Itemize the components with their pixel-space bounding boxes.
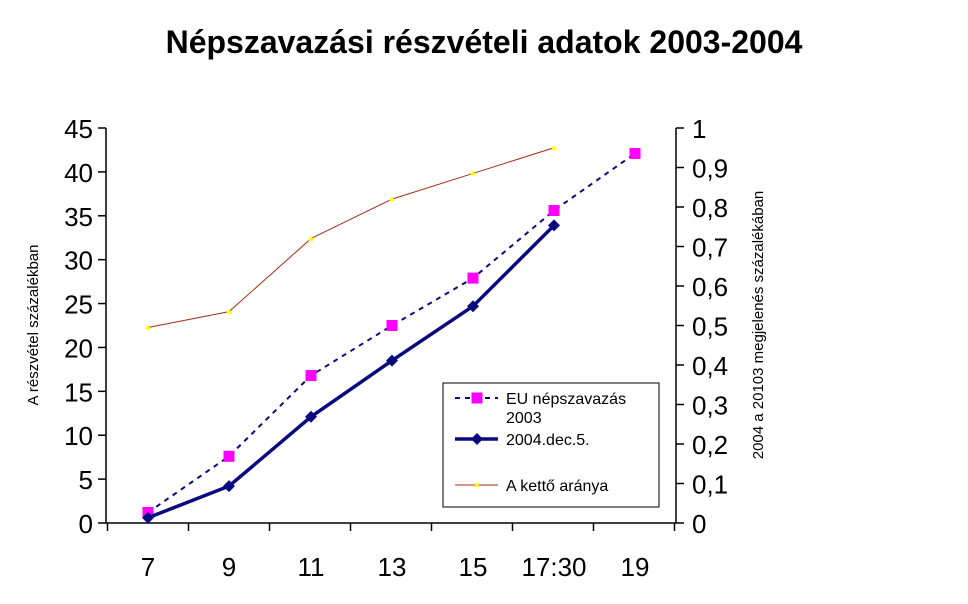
x-tick-label: 13 (378, 552, 407, 582)
data-point (470, 170, 476, 176)
data-point (226, 308, 232, 314)
x-tick-label: 11 (298, 552, 325, 582)
data-point (386, 320, 398, 331)
data-point (548, 205, 560, 217)
x-tick-label: 15 (459, 552, 488, 582)
y2-tick-label: 0,4 (692, 351, 728, 381)
legend-marker (471, 392, 483, 404)
y-tick-label: 45 (64, 114, 93, 144)
y-tick-label: 15 (64, 377, 93, 407)
x-tick-label: 19 (621, 552, 650, 582)
y-tick-label: 25 (64, 290, 93, 320)
series-layer (142, 144, 641, 524)
y2-tick-label: 0,1 (692, 470, 728, 500)
y2-tick-label: 0,3 (692, 391, 728, 421)
series-3 (145, 144, 557, 330)
x-tick-label: 9 (222, 552, 236, 582)
y2-tick-label: 0,9 (692, 154, 728, 184)
data-point (467, 272, 479, 284)
y2-tick-label: 0,8 (692, 193, 728, 223)
y2-tick-label: 1 (692, 114, 706, 144)
y-tick-label: 20 (64, 333, 93, 363)
x-tick-label: 7 (141, 552, 155, 582)
data-point (389, 196, 395, 202)
y-tick-label: 5 (79, 465, 93, 495)
data-point (145, 324, 151, 330)
x-tick-label: 17:30 (521, 552, 586, 582)
data-point (223, 480, 235, 493)
data-point (223, 450, 235, 462)
y2-tick-label: 0,7 (692, 233, 728, 263)
y-tick-label: 10 (64, 421, 93, 451)
y-tick-label: 40 (64, 158, 93, 188)
data-point (386, 354, 398, 367)
y2-axis-label: 2004 a 20103 megjelenés százalékában (750, 191, 767, 460)
legend-label: A kettő aránya (506, 478, 608, 495)
legend: EU népszavazás 2003 2004.dec.5. A kettő ará… (442, 382, 660, 508)
y2-tick-label: 0 (692, 509, 706, 539)
legend-marker (474, 482, 480, 487)
data-point (142, 511, 154, 524)
axes: 0 5 10 15 20 25 30 35 40 45 0 0,1 0,2 0,3 0,4 0,5 0,6 0,7… (64, 114, 728, 582)
y2-tick-label: 0,2 (692, 430, 728, 460)
y-tick-label: 30 (64, 246, 93, 276)
legend-label: 2004.dec.5. (506, 432, 590, 449)
series-2 (142, 219, 560, 524)
y-tick-label: 0 (79, 509, 93, 539)
legend-marker (471, 433, 483, 445)
legend-label: EU népszavazás 2003 (506, 391, 626, 427)
series-line (147, 224, 556, 520)
y2-tick-label: 0,5 (692, 312, 728, 342)
data-point (548, 219, 560, 232)
data-point (305, 370, 317, 382)
data-point (551, 144, 557, 150)
chart-title: Népszavazási részvételi adatok 2003-2004 (165, 24, 803, 60)
data-point (467, 300, 479, 313)
y-tick-label: 35 (64, 202, 93, 232)
series-line (147, 147, 555, 328)
y-axis-label: A részvétel százalékban (25, 245, 42, 406)
data-point (308, 235, 314, 241)
y2-tick-label: 0,6 (692, 272, 728, 302)
data-point (629, 147, 641, 159)
data-point (305, 410, 317, 423)
